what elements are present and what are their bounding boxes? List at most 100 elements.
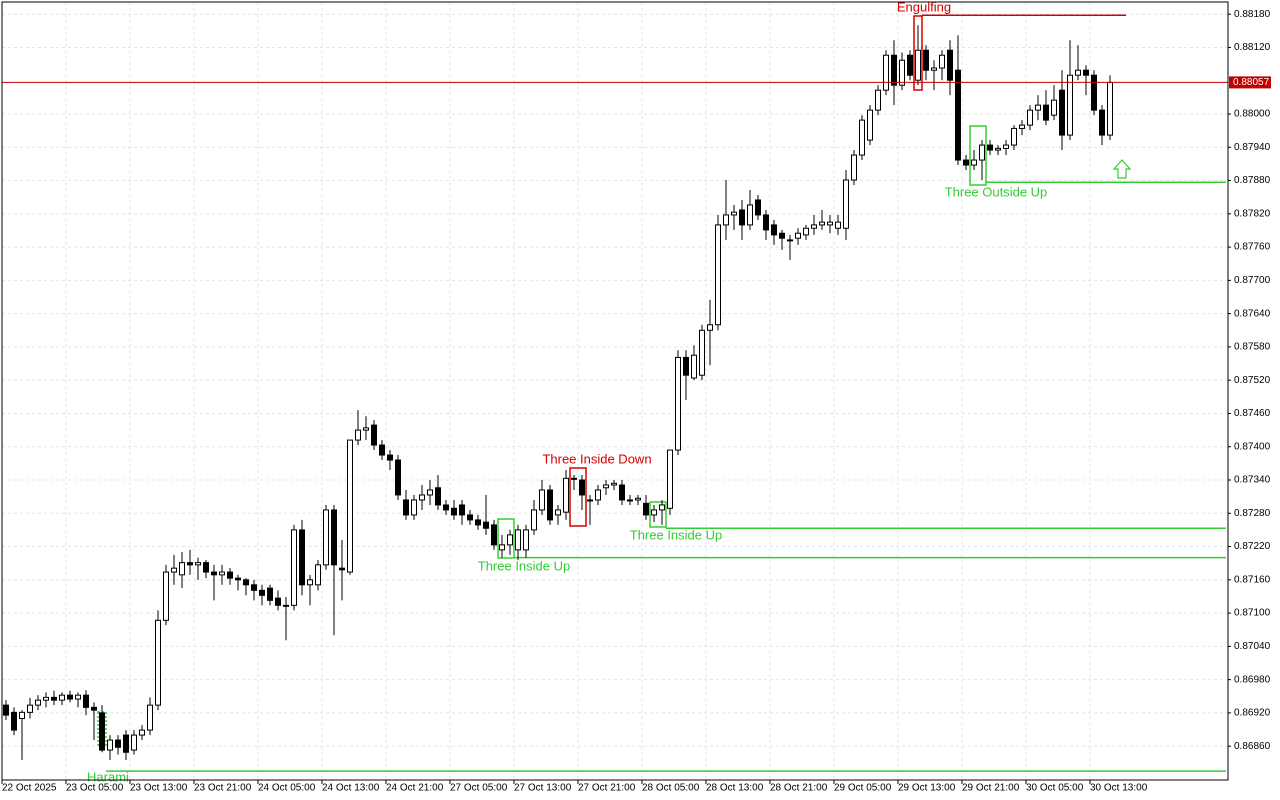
candle-body (459, 504, 465, 516)
candle-body (11, 711, 17, 731)
candle-body (419, 494, 425, 501)
candle-body (27, 704, 33, 713)
candle-body (891, 54, 897, 86)
candle-body (187, 562, 193, 566)
candle-body (907, 54, 913, 76)
x-tick-label: 23 Oct 05:00 (66, 783, 124, 794)
candle-body (899, 59, 905, 86)
candle-body (931, 67, 937, 71)
candle-body (83, 694, 89, 708)
candle-body (507, 534, 513, 546)
candle-body (299, 529, 305, 586)
candle-body (611, 482, 617, 486)
y-tick-label: 0.88180 (1234, 9, 1271, 20)
candle-body (3, 704, 9, 716)
candle-body (939, 54, 945, 69)
candle-body (99, 712, 105, 751)
candle-body (171, 567, 177, 573)
candle-body (763, 214, 769, 231)
x-tick-label: 22 Oct 2025 (2, 783, 57, 794)
x-tick-label: 27 Oct 21:00 (578, 783, 636, 794)
candle-body (1043, 104, 1049, 121)
y-tick-label: 0.86920 (1234, 708, 1271, 719)
pattern-box (649, 501, 667, 528)
x-tick-label: 24 Oct 13:00 (322, 783, 380, 794)
candle-body (683, 356, 689, 376)
y-tick-label: 0.87640 (1234, 308, 1271, 319)
candle-body (723, 214, 729, 226)
candle-body (971, 159, 977, 166)
y-tick-label: 0.87340 (1234, 475, 1271, 486)
x-tick-label: 23 Oct 13:00 (130, 783, 188, 794)
candle-body (91, 706, 97, 711)
candle-body (771, 224, 777, 236)
candle-body (755, 199, 761, 216)
y-tick-label: 0.87040 (1234, 641, 1271, 652)
candle-body (819, 221, 825, 226)
y-tick-label: 0.86860 (1234, 741, 1271, 752)
candle-body (979, 144, 985, 161)
pattern-box (569, 467, 587, 527)
candle-body (627, 499, 633, 502)
candle-body (155, 619, 161, 706)
candle-body (147, 704, 153, 731)
y-tick-label: 0.87880 (1234, 175, 1271, 186)
candle-body (539, 489, 545, 511)
candle-body (635, 497, 641, 501)
x-tick-label: 27 Oct 05:00 (450, 783, 508, 794)
pattern-label: Engulfing (897, 0, 951, 14)
candle-body (595, 489, 601, 501)
y-tick-label: 0.87100 (1234, 608, 1271, 619)
candle-body (795, 232, 801, 239)
candle-body (579, 479, 585, 496)
candle-body (115, 739, 121, 748)
y-tick-label: 0.87940 (1234, 142, 1271, 153)
candle-body (1035, 104, 1041, 111)
candle-body (643, 502, 649, 516)
pattern-label: Three Inside Up (478, 558, 571, 573)
candle-body (19, 711, 25, 719)
candle-body (843, 179, 849, 229)
y-tick-label: 0.88000 (1234, 109, 1271, 120)
candle-body (587, 499, 593, 502)
candle-body (227, 571, 233, 579)
plot-frame (1, 1, 1229, 781)
candle-body (883, 54, 889, 91)
pattern-box (913, 15, 923, 91)
x-tick-label: 30 Oct 13:00 (1090, 783, 1148, 794)
candle-body (67, 694, 73, 700)
pattern-box (969, 125, 987, 186)
candle-body (347, 439, 353, 573)
candle-body (571, 477, 577, 480)
candle-body (75, 694, 81, 700)
candle-body (403, 499, 409, 516)
candle-body (707, 324, 713, 331)
y-tick-label: 0.87520 (1234, 375, 1271, 386)
pattern-label: Three Inside Up (630, 527, 723, 542)
candle-body (443, 504, 449, 511)
pattern-label: Harami (87, 769, 129, 784)
candle-body (1075, 69, 1081, 76)
candle-body (51, 696, 57, 701)
candle-body (651, 509, 657, 516)
candle-body (491, 524, 497, 546)
candle-body (275, 597, 281, 606)
candle-body (1003, 144, 1009, 149)
candle-body (1011, 127, 1017, 146)
candle-body (179, 562, 185, 576)
pattern-label: Three Outside Up (945, 184, 1048, 199)
candle-body (827, 221, 833, 226)
candle-body (243, 579, 249, 586)
candle-body (867, 109, 873, 141)
candle-body (1083, 69, 1089, 76)
candle-body (859, 119, 865, 156)
price-tag-label: 0.88057 (1233, 77, 1270, 88)
candle-body (675, 356, 681, 451)
candle-body (1019, 124, 1025, 129)
y-tick-label: 0.88120 (1234, 42, 1271, 53)
candle-body (715, 224, 721, 326)
candle-body (131, 734, 137, 751)
candle-body (563, 477, 569, 513)
